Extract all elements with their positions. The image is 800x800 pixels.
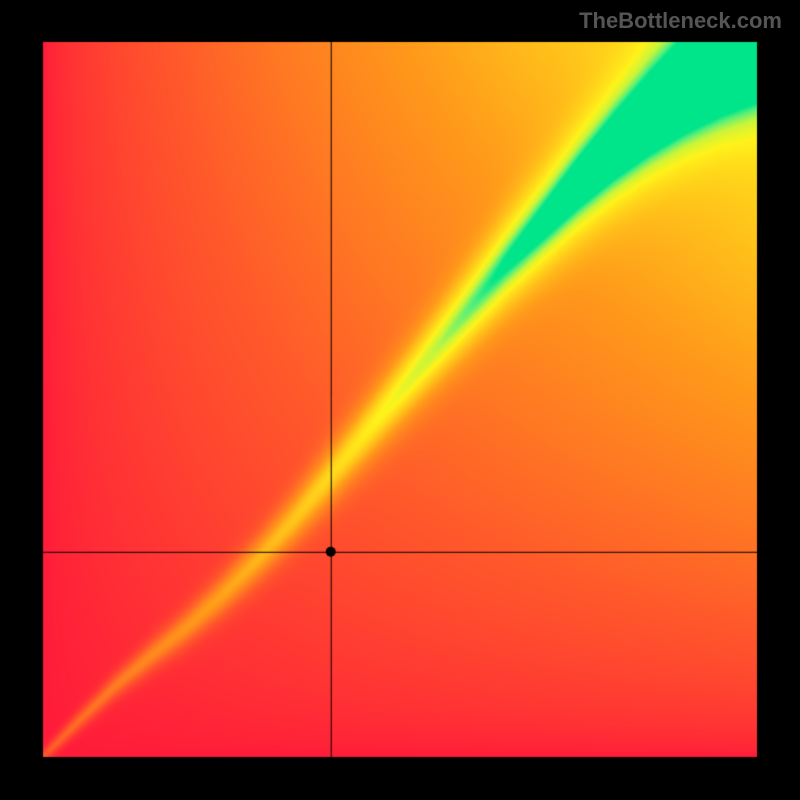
- watermark-text: TheBottleneck.com: [579, 8, 782, 34]
- bottleneck-heatmap: [0, 0, 800, 800]
- chart-container: TheBottleneck.com: [0, 0, 800, 800]
